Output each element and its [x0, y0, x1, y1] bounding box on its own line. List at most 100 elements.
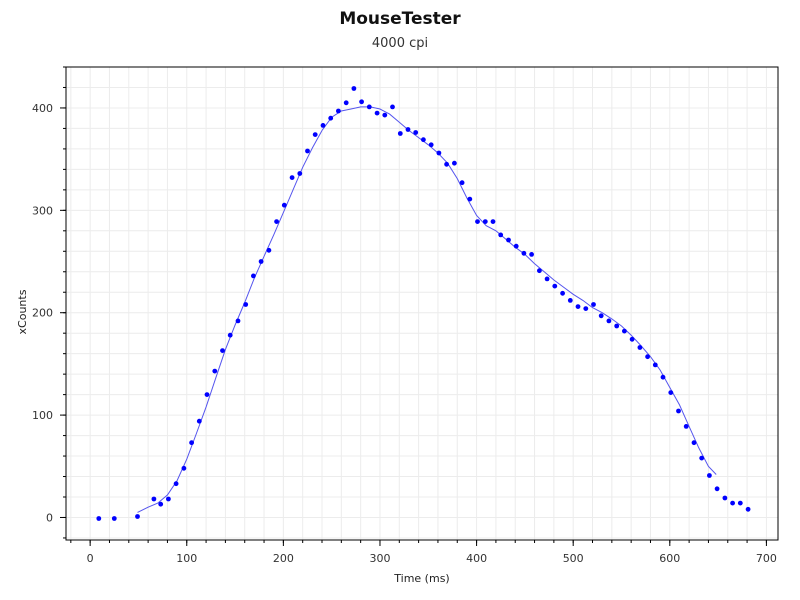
- data-point: [235, 318, 241, 324]
- data-point: [537, 268, 542, 274]
- data-point: [220, 348, 225, 353]
- data-point: [598, 313, 604, 319]
- data-point: [714, 486, 720, 492]
- x-tick-label: 700: [756, 552, 777, 565]
- data-point: [413, 130, 419, 135]
- data-point: [699, 455, 705, 461]
- y-tick-label: 300: [32, 204, 53, 217]
- data-point: [173, 481, 179, 487]
- data-point: [189, 440, 195, 446]
- data-point: [366, 104, 372, 110]
- chart-title: MouseTester: [339, 9, 461, 29]
- data-point: [660, 374, 666, 380]
- data-point: [459, 180, 465, 186]
- x-tick-label: 0: [87, 552, 94, 565]
- data-point: [475, 219, 480, 225]
- data-point: [181, 465, 187, 471]
- data-point: [506, 237, 511, 243]
- data-point: [382, 112, 388, 118]
- data-point: [567, 298, 573, 303]
- x-tick-label: 500: [563, 552, 584, 565]
- data-point: [452, 160, 457, 166]
- data-point: [737, 500, 743, 506]
- data-point: [158, 501, 164, 507]
- data-point: [196, 418, 202, 424]
- x-tick-label: 600: [659, 552, 680, 565]
- data-point: [397, 131, 403, 136]
- data-point: [552, 283, 558, 289]
- data-point: [204, 392, 210, 397]
- data-point: [166, 496, 171, 502]
- data-point: [583, 306, 589, 311]
- data-point: [258, 259, 264, 264]
- y-tick-label: 400: [32, 102, 53, 115]
- data-point: [436, 150, 442, 156]
- data-point: [281, 202, 287, 208]
- data-point: [328, 115, 334, 121]
- data-point: [405, 127, 411, 132]
- data-point: [730, 500, 735, 506]
- data-point: [629, 336, 635, 342]
- data-point: [498, 232, 504, 238]
- data-point: [691, 440, 697, 446]
- data-point: [745, 506, 751, 512]
- chart-subtitle: 4000 cpi: [371, 36, 429, 51]
- x-tick-label: 200: [273, 552, 294, 565]
- data-point: [151, 496, 157, 502]
- data-point: [614, 323, 620, 329]
- data-point: [266, 247, 272, 253]
- data-point: [606, 318, 612, 324]
- data-point: [676, 408, 681, 414]
- x-tick-label: 100: [176, 552, 197, 565]
- data-point: [312, 132, 318, 138]
- x-axis-label: Time (ms): [393, 572, 449, 585]
- data-point: [575, 304, 581, 309]
- data-point: [421, 137, 426, 143]
- data-point: [428, 142, 434, 148]
- data-point: [467, 196, 473, 202]
- data-point: [336, 108, 341, 114]
- data-point: [135, 514, 140, 519]
- data-point: [320, 123, 326, 128]
- data-point: [351, 86, 357, 91]
- data-point: [645, 354, 650, 360]
- data-point: [243, 302, 249, 307]
- y-tick-label: 100: [32, 409, 53, 422]
- data-point: [560, 290, 565, 296]
- data-point: [374, 110, 380, 116]
- data-point: [637, 345, 643, 350]
- data-point: [251, 273, 256, 279]
- data-point: [305, 148, 310, 154]
- data-point: [96, 516, 102, 521]
- data-point: [227, 332, 233, 338]
- x-tick-label: 400: [466, 552, 487, 565]
- data-point: [591, 302, 596, 307]
- data-point: [111, 516, 117, 521]
- data-point: [482, 219, 488, 225]
- data-point: [359, 99, 364, 105]
- data-point: [652, 362, 658, 368]
- axis-ticks: 0 100 200 300 400 500 600 700 0 100 200 300 400: [32, 66, 777, 565]
- data-point: [683, 424, 689, 429]
- data-point: [490, 219, 496, 225]
- data-point: [444, 161, 449, 167]
- data-point: [297, 171, 303, 176]
- data-point: [343, 100, 349, 106]
- data-point: [212, 368, 218, 374]
- data-point: [544, 276, 550, 282]
- y-tick-label: 0: [46, 511, 53, 524]
- fit-line: [137, 106, 717, 513]
- data-point: [289, 175, 295, 181]
- data-point: [529, 252, 534, 257]
- y-axis-label: xCounts: [16, 289, 29, 334]
- data-point: [513, 243, 519, 249]
- points-layer: [96, 86, 751, 521]
- data-point: [390, 104, 395, 110]
- data-point: [707, 473, 712, 478]
- grid: [66, 66, 778, 540]
- y-tick-label: 200: [32, 307, 53, 320]
- x-tick-label: 300: [369, 552, 390, 565]
- data-point: [521, 250, 527, 256]
- plot-frame: [65, 66, 779, 541]
